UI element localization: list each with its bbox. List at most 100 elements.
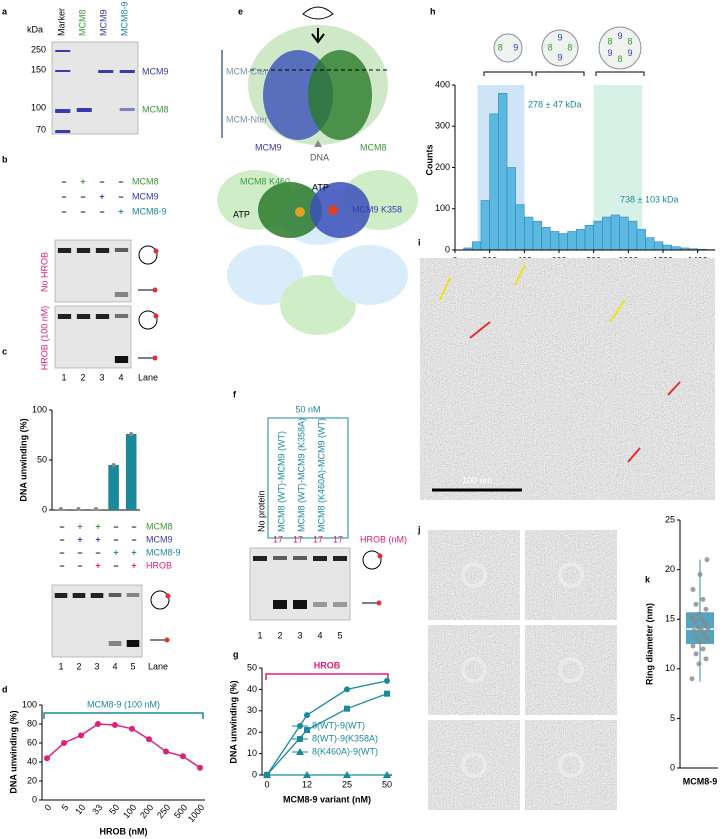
gel-band	[55, 70, 71, 72]
gel-band	[333, 602, 347, 607]
y-tick-label: 0	[445, 244, 450, 254]
protein-label: MCM8	[132, 176, 159, 186]
y-tick-label: 10	[247, 748, 257, 758]
sample-label: MCM8 (WT)-MCM9 (WT)	[276, 431, 286, 532]
point	[344, 705, 350, 712]
ring-label: 9	[513, 42, 518, 52]
sign: –	[99, 206, 104, 216]
bar	[108, 465, 119, 510]
hrob-label: HROB (nM)	[360, 534, 407, 544]
dna-label	[153, 248, 159, 254]
structure-label: MCM9 K358	[352, 204, 402, 214]
hist-bar	[619, 216, 629, 251]
mcm8-top	[308, 50, 372, 140]
panel-letter: d	[2, 684, 8, 694]
point	[689, 676, 695, 682]
unit-label: kDa	[27, 24, 43, 34]
structure-label: ATP	[312, 182, 329, 192]
dna-icon	[138, 245, 158, 265]
panel-letter: g	[233, 649, 239, 659]
sign: –	[80, 191, 85, 201]
scale-bar-label: 100 nm	[462, 475, 492, 485]
point	[384, 690, 390, 697]
gel-band	[108, 593, 122, 597]
ring-label: 8	[617, 54, 622, 64]
hist-bar	[654, 241, 664, 251]
point	[704, 557, 710, 563]
structure-label: MCM-Nter	[226, 114, 268, 124]
marker-label: 100	[31, 102, 46, 112]
lane-label: Marker	[56, 8, 66, 36]
gel-band	[76, 108, 92, 112]
micrograph	[427, 624, 521, 716]
y-axis-label: Counts	[424, 145, 434, 176]
gel-band	[76, 314, 91, 319]
sign: +	[77, 521, 82, 531]
y-tick-label: 5	[670, 713, 675, 723]
hist-bar	[498, 93, 508, 251]
ring	[461, 752, 487, 778]
point	[61, 740, 67, 746]
sample-label: No protein	[256, 490, 266, 532]
gel-band	[293, 600, 307, 609]
hist-bar	[532, 220, 542, 251]
subunit	[227, 245, 303, 305]
point	[303, 771, 311, 778]
ring-label: 9	[557, 52, 562, 62]
gel-band	[273, 600, 287, 609]
point	[693, 651, 699, 657]
sign: +	[131, 547, 136, 557]
ring	[558, 657, 584, 683]
x-tick-label: 0	[42, 802, 53, 812]
sign: +	[131, 560, 136, 570]
dna-label	[153, 313, 159, 319]
x-tick-label: 1000	[186, 802, 207, 824]
x-tick-label: 12	[302, 779, 312, 789]
marker-label: 250	[31, 44, 46, 54]
panel-letter: h	[430, 6, 436, 16]
panel-letter: i	[418, 237, 421, 247]
y-tick-label: 50	[37, 454, 47, 464]
micrograph	[524, 529, 618, 621]
point	[383, 771, 391, 778]
point	[95, 721, 101, 727]
gel-band	[95, 248, 110, 253]
y-axis-label: DNA unwinding (%)	[228, 680, 238, 763]
hist-bar	[602, 216, 612, 251]
lane-label: Lane	[138, 372, 158, 382]
point	[304, 712, 310, 719]
x-tick-label: 10	[73, 802, 87, 816]
y-tick-label: 0	[670, 762, 675, 772]
point	[703, 656, 709, 662]
y-tick-label: 0	[32, 794, 37, 804]
x-tick-label: 200	[138, 802, 155, 820]
point	[163, 748, 169, 755]
lane-label: MCM8	[77, 10, 87, 37]
panel-letter: b	[2, 154, 8, 164]
arrow	[627, 447, 641, 463]
point	[693, 601, 699, 607]
ring-icon	[493, 33, 523, 63]
arrow	[514, 264, 526, 286]
arrow	[439, 277, 451, 301]
sign: –	[99, 176, 104, 186]
x-tick-label: 25	[342, 779, 352, 789]
hrob-value: 17	[313, 534, 323, 544]
lane-number: 1	[58, 661, 63, 671]
protein-label: HROB	[146, 560, 172, 570]
dna-icon	[150, 590, 170, 610]
sign: –	[118, 176, 123, 186]
y-tick-label: 20	[27, 775, 37, 785]
panel-letter: e	[238, 6, 243, 16]
y-axis-label: Ring diameter (nm)	[644, 603, 654, 685]
protein-label: MCM9	[146, 534, 173, 544]
micrograph	[427, 719, 521, 811]
lane-number: 2	[76, 661, 81, 671]
y-tick-label: 50	[247, 662, 257, 672]
point	[690, 643, 696, 649]
gel-band	[333, 556, 347, 561]
point	[696, 611, 702, 617]
bar-point	[58, 507, 63, 511]
atp	[328, 205, 338, 215]
legend-marker	[297, 723, 303, 729]
